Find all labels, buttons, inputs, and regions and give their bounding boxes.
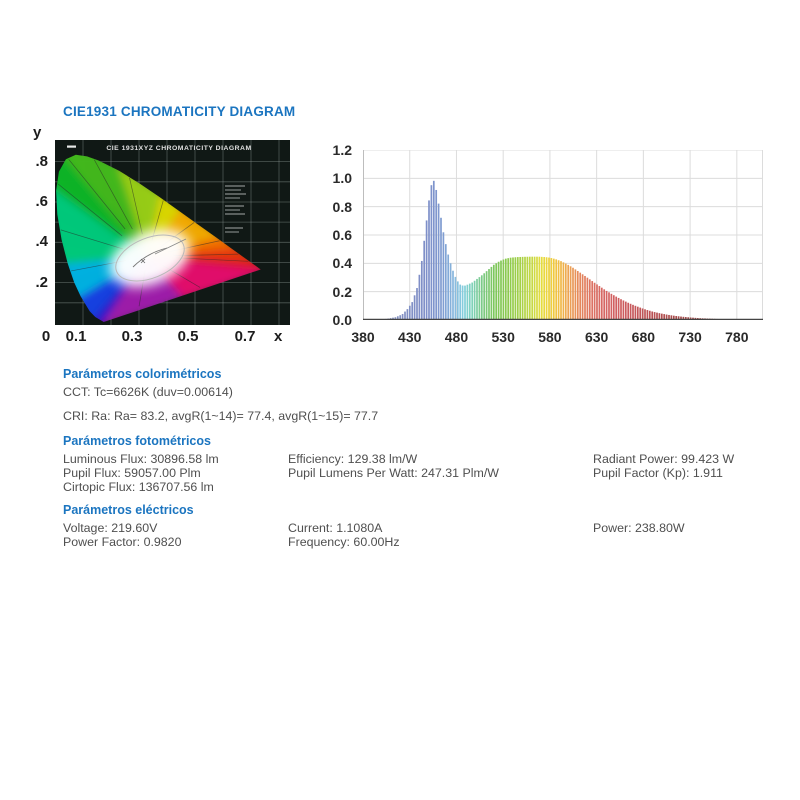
spd-x-tick: 480: [444, 329, 469, 345]
page-title: CIE1931 CHROMATICITY DIAGRAM: [63, 104, 296, 119]
spd-y-tick: 0.4: [332, 255, 352, 272]
spd-x-tick: 680: [631, 329, 656, 345]
section-heading: Parámetros fotométricos: [63, 434, 211, 448]
chroma-x-tick: 0.3: [121, 328, 143, 345]
parameter-row: Pupil Flux: 59057.00 Plm Pupil Lumens Per…: [63, 466, 769, 480]
spd-x-tick: 780: [725, 329, 749, 345]
parameter-value: [593, 480, 769, 494]
section-heading: Parámetros colorimétricos: [63, 367, 222, 381]
spd-x-tick: 380: [351, 329, 375, 345]
parameter-value: [288, 480, 593, 494]
parameter-row: CRI: Ra: Ra= 83.2, avgR(1~14)= 77.4, avg…: [63, 409, 769, 423]
spd-y-tick: 0.8: [332, 198, 352, 215]
spd-y-tick: 1.0: [332, 170, 352, 187]
parameter-value: Radiant Power: 99.423 W: [593, 452, 735, 466]
spd-x-tick: 580: [538, 329, 562, 345]
spd-x-tick: 530: [491, 329, 515, 345]
parameter-value: Pupil Flux: 59057.00 Plm: [63, 466, 201, 480]
chromaticity-inner-title: CIE 1931XYZ CHROMATICITY DIAGRAM: [106, 145, 251, 152]
chroma-y-tick: .6: [35, 193, 48, 210]
parameter-value: Current: 1.1080A: [288, 521, 383, 535]
chroma-x-tick: 0.5: [177, 328, 199, 345]
parameter-value: Power Factor: 0.9820: [63, 535, 182, 549]
chroma-x-tick: 0.7: [234, 328, 256, 345]
parameter-row: Voltage: 219.60V Current: 1.1080A Power: 2…: [63, 521, 769, 535]
chroma-y-tick: .4: [35, 233, 48, 250]
spd-y-tick: 0.6: [332, 227, 352, 243]
parameter-value: CRI: Ra: Ra= 83.2, avgR(1~14)= 77.4, avg…: [63, 409, 379, 423]
chroma-x-axis-label: x: [274, 328, 283, 345]
parameter-value: Power: 238.80W: [593, 521, 685, 535]
parameters-sections: Parámetros colorimétricos CCT: Tc=6626K (…: [63, 366, 769, 549]
spd-chart: [363, 150, 763, 320]
parameter-value: Luminous Flux: 30896.58 lm: [63, 452, 219, 466]
spd-y-tick: 1.2: [332, 142, 352, 158]
chroma-y-tick: .2: [35, 274, 48, 291]
diagram-minimize-dash: [67, 145, 76, 148]
parameter-value: Pupil Lumens Per Watt: 247.31 Plm/W: [288, 466, 499, 480]
parameter-value: Pupil Factor (Kp): 1.911: [593, 466, 723, 480]
parameter-value: Frequency: 60.00Hz: [288, 535, 400, 549]
chromaticity-diagram: CIE 1931XYZ CHROMATICITY DIAGRAM: [55, 140, 290, 325]
chroma-x-tick: 0: [41, 328, 51, 345]
section-heading: Parámetros eléctricos: [63, 503, 194, 517]
parameter-row: CCT: Tc=6626K (duv=0.00614): [63, 385, 769, 399]
spd-x-tick: 630: [584, 329, 609, 345]
parameter-row: Luminous Flux: 30896.58 lm Efficiency: 12…: [63, 452, 769, 466]
parameter-value: Efficiency: 129.38 lm/W: [288, 452, 418, 466]
spd-x-tick: 730: [678, 329, 702, 345]
parameter-value: [593, 535, 769, 549]
chroma-x-tick: 0.1: [65, 328, 87, 345]
parameter-value: CCT: Tc=6626K (duv=0.00614): [63, 385, 233, 399]
spd-x-tick: 430: [398, 329, 422, 345]
chroma-y-tick: .8: [35, 153, 48, 170]
parameter-value: Voltage: 219.60V: [63, 521, 158, 535]
chroma-y-axis-label: y: [33, 124, 42, 141]
parameter-value: Cirtopic Flux: 136707.56 lm: [63, 480, 214, 494]
parameter-row: Cirtopic Flux: 136707.56 lm: [63, 480, 769, 494]
spd-y-tick: 0.2: [332, 283, 352, 300]
spd-y-tick: 0.0: [332, 312, 352, 328]
parameter-row: Power Factor: 0.9820 Frequency: 60.00Hz: [63, 535, 769, 549]
